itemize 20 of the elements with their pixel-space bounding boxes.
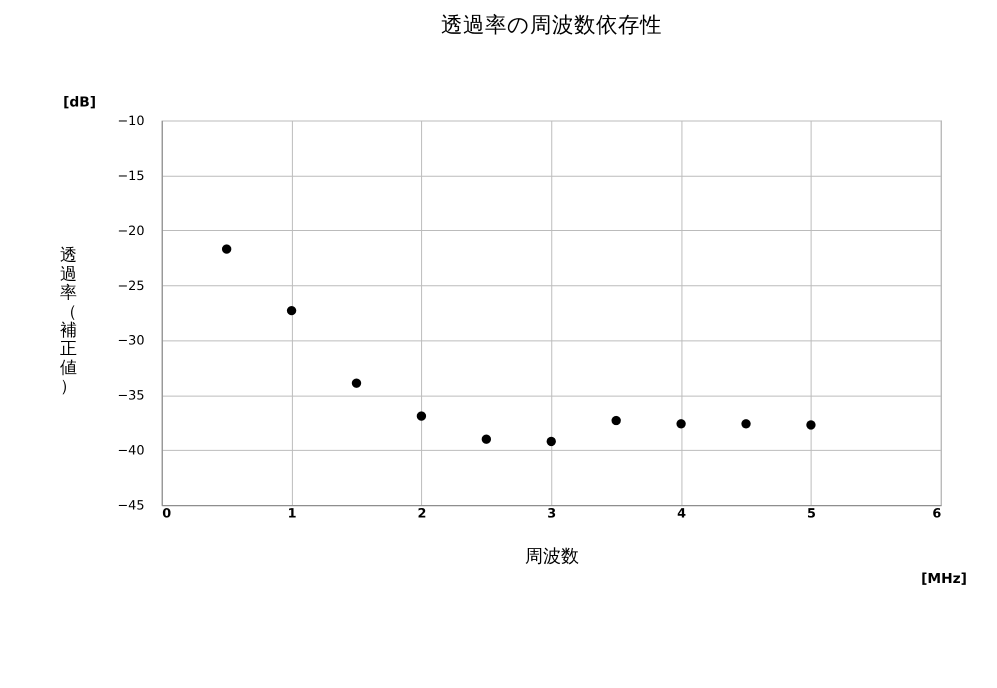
x-tick-label: 2 [417, 506, 426, 522]
x-axis-title: 周波数 [524, 546, 579, 567]
x-tick-label: 4 [677, 506, 686, 522]
x-tick-label: 6 [932, 506, 942, 522]
text: [dB] [63, 94, 96, 111]
y-tick-label: −40 [117, 444, 144, 459]
x-tick-label: 5 [806, 506, 816, 522]
y-tick-label: −20 [117, 224, 144, 239]
y-axis-title: 透過率（補正値） [60, 244, 78, 396]
x-tick-label: 0 [162, 506, 172, 522]
y-tick-label: −45 [117, 498, 144, 514]
y-tick-label: −35 [117, 388, 144, 404]
x-tick-label: 3 [547, 506, 556, 522]
x-tick-label: 1 [288, 506, 297, 522]
chart-title: 透過率の周波数依存性 [440, 12, 662, 38]
y-tick-label: −30 [117, 334, 144, 349]
text: [MHz] [921, 571, 967, 588]
y-tick-label: −15 [117, 168, 144, 184]
y-tick-label: −10 [117, 114, 144, 129]
y-tick-label: −25 [117, 278, 144, 294]
